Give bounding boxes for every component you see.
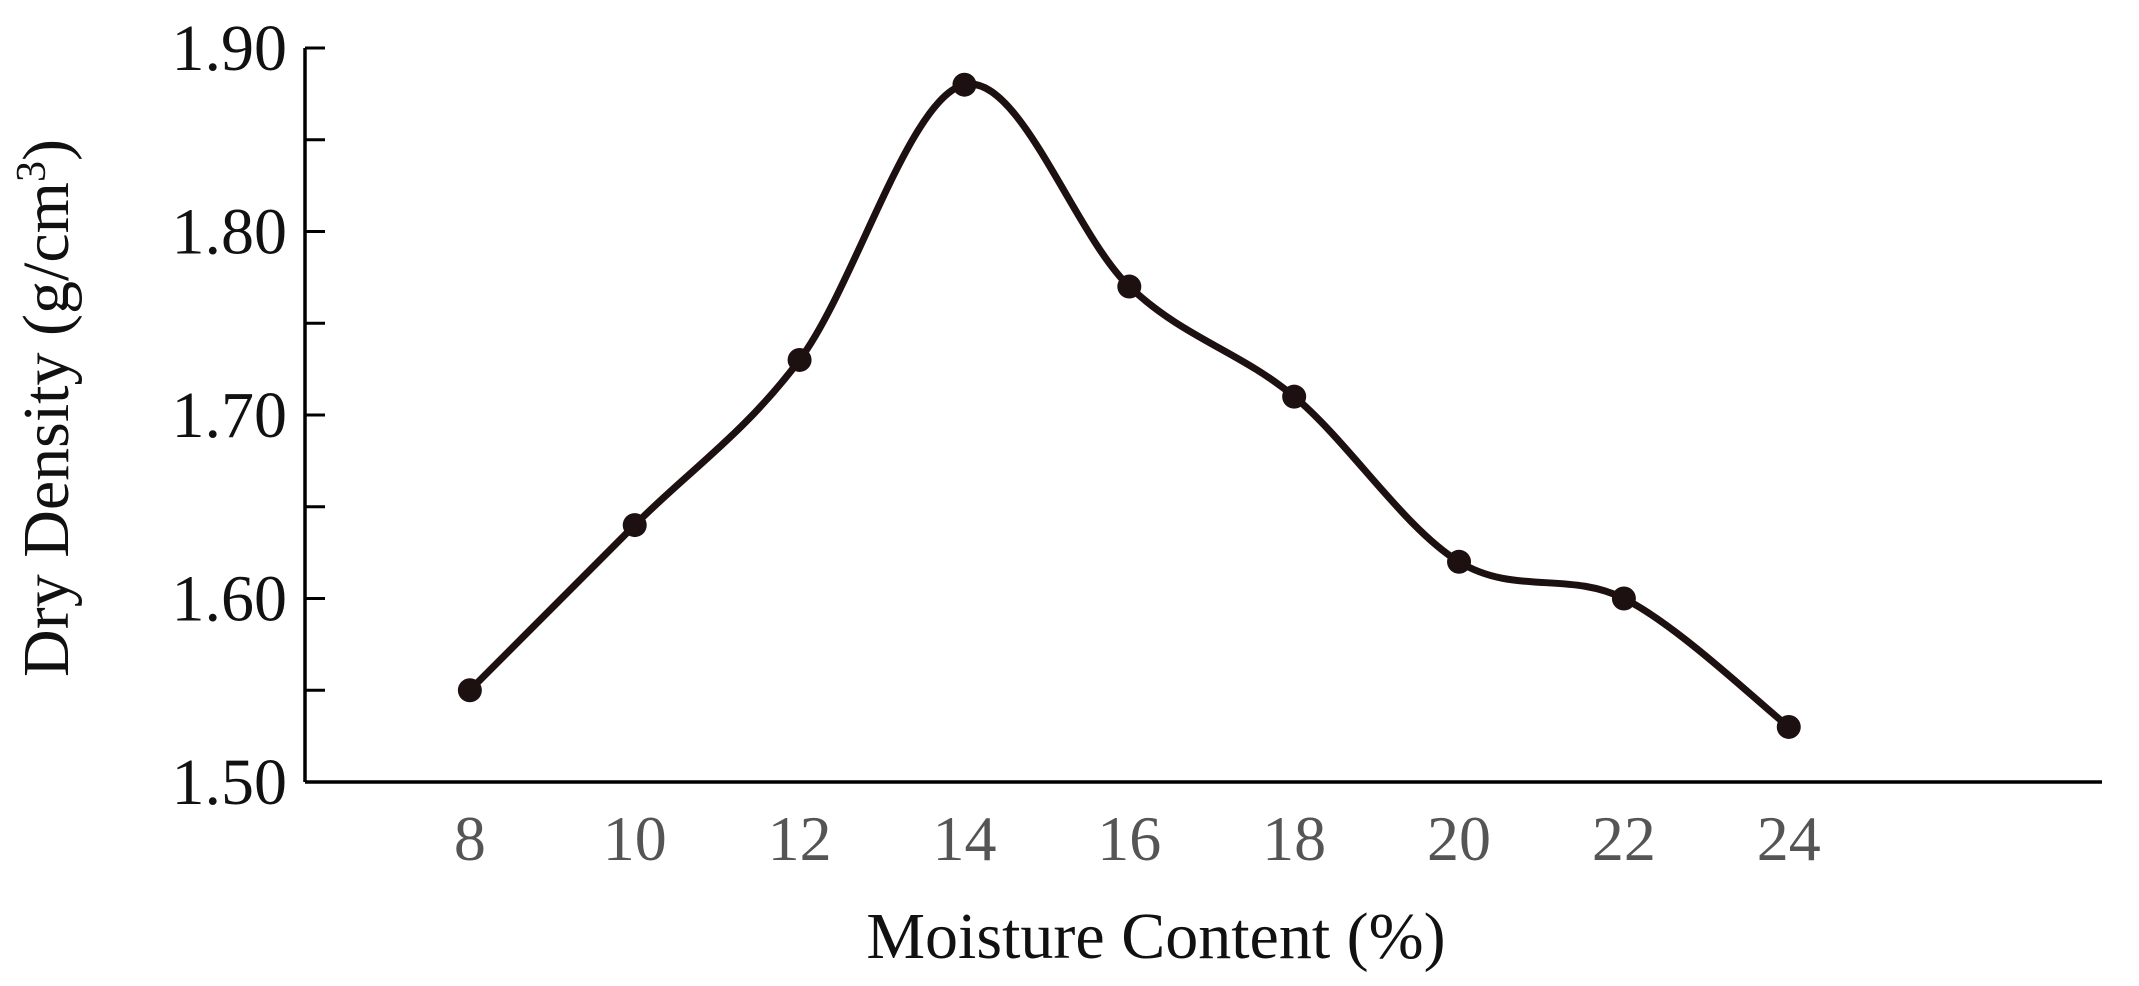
data-point-8	[457, 678, 482, 703]
x-tick-label: 10	[603, 803, 667, 874]
y-axis-title: Dry Density (g/cm3)	[9, 139, 83, 677]
data-points	[457, 72, 1801, 739]
data-point-14	[952, 72, 977, 97]
data-point-12	[787, 347, 812, 372]
data-point-24	[1776, 714, 1801, 739]
data-point-20	[1447, 549, 1472, 574]
y-axis-title-superscript: 3	[9, 161, 55, 182]
x-tick-label: 8	[454, 803, 486, 874]
series-line	[466, 80, 1793, 731]
x-tick-label: 16	[1097, 803, 1161, 874]
y-axis-title-close: )	[10, 139, 83, 161]
y-tick-label: 1.50	[172, 746, 288, 819]
y-axis-title-main: Dry Density (g/cm	[10, 182, 83, 677]
data-point-16	[1117, 274, 1142, 299]
x-tick-label: 20	[1427, 803, 1491, 874]
x-tick-label: 24	[1757, 803, 1821, 874]
y-tick-label: 1.60	[172, 563, 288, 636]
axes	[303, 48, 2102, 784]
y-tick-label: 1.80	[172, 196, 288, 269]
x-tick-label: 18	[1262, 803, 1326, 874]
data-point-18	[1282, 384, 1307, 409]
y-tick-label: 1.70	[172, 379, 288, 452]
data-point-10	[622, 513, 647, 538]
y-tick-label: 1.90	[172, 12, 288, 85]
x-axis-ticks: 8 10 12 14 16 18 20 22 24	[454, 803, 1821, 874]
y-axis-ticks: 1.50 1.60 1.70 1.80 1.90	[172, 12, 325, 819]
data-point-22	[1611, 586, 1636, 611]
x-tick-label: 14	[932, 803, 996, 874]
x-axis-title: Moisture Content (%)	[866, 900, 1445, 973]
x-tick-label: 12	[768, 803, 832, 874]
x-tick-label: 22	[1592, 803, 1656, 874]
